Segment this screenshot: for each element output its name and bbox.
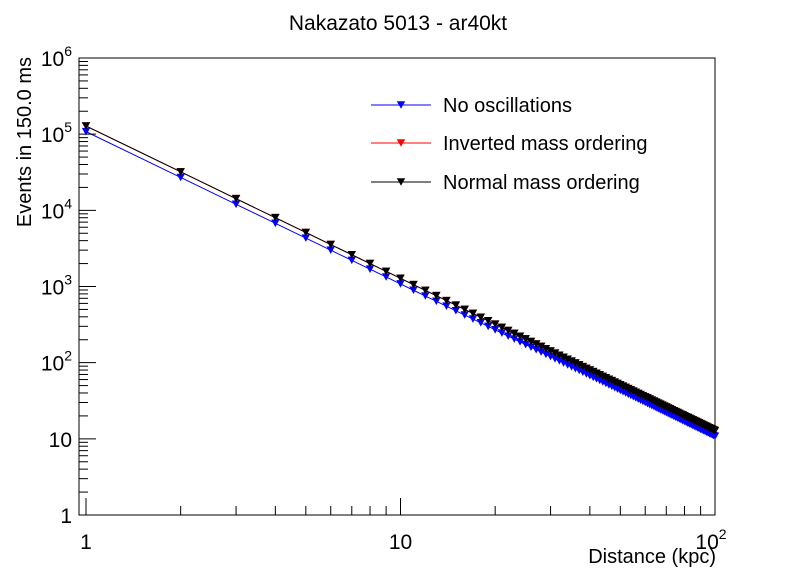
data-point (176, 168, 185, 176)
data-point (347, 250, 356, 259)
data-point (555, 357, 564, 365)
data-point (526, 337, 536, 346)
y-tick-label: 104 (41, 195, 72, 223)
chart-title: Nakazato 5013 - ar40kt (289, 12, 507, 35)
series-0 (81, 127, 720, 441)
series-2 (81, 122, 720, 435)
data-point (81, 127, 91, 136)
data-point (421, 286, 430, 295)
data-point (710, 426, 720, 435)
legend-label: No oscillations (443, 95, 572, 117)
chart-marks (81, 122, 720, 441)
y-tick-label: 10 (49, 429, 72, 452)
data-point (432, 297, 441, 306)
x-tick-label: 10 (389, 531, 412, 554)
data-point (326, 246, 335, 254)
x-tick-label: 1 (80, 531, 92, 554)
data-point (541, 344, 551, 353)
data-point (546, 352, 555, 361)
data-point (559, 353, 568, 362)
data-point (442, 296, 451, 305)
x-tick-label: 102 (695, 526, 726, 554)
data-point (521, 335, 530, 343)
data-point (432, 291, 441, 300)
data-point (515, 332, 525, 341)
data-point (176, 173, 185, 182)
legend-label: Inverted mass ordering (443, 133, 648, 155)
data-point (546, 347, 555, 355)
data-point (710, 432, 720, 441)
y-tick-label: 105 (41, 119, 72, 147)
data-point (301, 234, 311, 242)
data-point (396, 280, 405, 288)
chart-axes: 1 10 102 103 104 105 106 1 10 102 (41, 43, 727, 554)
data-point (381, 273, 391, 281)
data-point (515, 338, 525, 346)
data-point (301, 228, 311, 237)
data-point (559, 359, 568, 367)
data-point (483, 317, 493, 325)
data-point (521, 340, 530, 349)
data-point (550, 355, 560, 363)
data-point (536, 348, 546, 356)
data-point (326, 240, 335, 249)
chart-legend: No oscillations Inverted mass ordering Nor… (371, 95, 648, 194)
y-tick-label: 103 (41, 272, 72, 300)
data-point (497, 329, 507, 337)
data-point (271, 213, 280, 222)
data-point (503, 326, 513, 335)
data-point (563, 361, 572, 369)
legend-marker (396, 178, 406, 186)
legend-marker (396, 101, 406, 109)
data-point (460, 311, 469, 319)
data-point (497, 323, 507, 332)
data-point (531, 345, 541, 354)
y-tick-label: 1 (60, 505, 72, 528)
data-point (409, 286, 418, 295)
data-point (451, 301, 461, 309)
data-point (483, 322, 493, 331)
data-point (381, 267, 391, 276)
data-point (563, 355, 572, 364)
data-point (409, 280, 418, 289)
data-point (365, 259, 375, 268)
data-point (526, 343, 536, 351)
data-point (541, 350, 551, 359)
data-point (421, 292, 430, 300)
data-point (476, 319, 485, 327)
data-point (531, 340, 541, 348)
data-point (396, 274, 405, 283)
legend-label: Normal mass ordering (443, 172, 640, 194)
data-point (365, 265, 375, 273)
data-point (555, 351, 564, 360)
plot-frame (78, 57, 716, 516)
y-axis-label: Events in 150.0 ms (14, 57, 36, 227)
data-point (347, 256, 356, 265)
data-point (442, 302, 451, 310)
data-point (231, 194, 241, 203)
data-point (271, 219, 280, 228)
data-point (468, 315, 478, 323)
data-point (536, 342, 546, 351)
data-point (81, 122, 91, 130)
data-point (510, 329, 519, 338)
y-tick-label: 102 (41, 348, 72, 376)
data-point (231, 200, 241, 209)
y-tick-label: 106 (41, 43, 72, 71)
data-point (468, 309, 478, 318)
data-point (476, 313, 485, 322)
data-point (490, 326, 500, 334)
x-axis-label: Distance (kpc) (588, 546, 716, 568)
data-point (460, 305, 469, 314)
legend-marker (396, 139, 406, 147)
data-point (503, 332, 513, 340)
data-point (490, 320, 500, 328)
data-point (510, 335, 519, 343)
data-point (451, 306, 461, 315)
data-point (550, 349, 560, 357)
